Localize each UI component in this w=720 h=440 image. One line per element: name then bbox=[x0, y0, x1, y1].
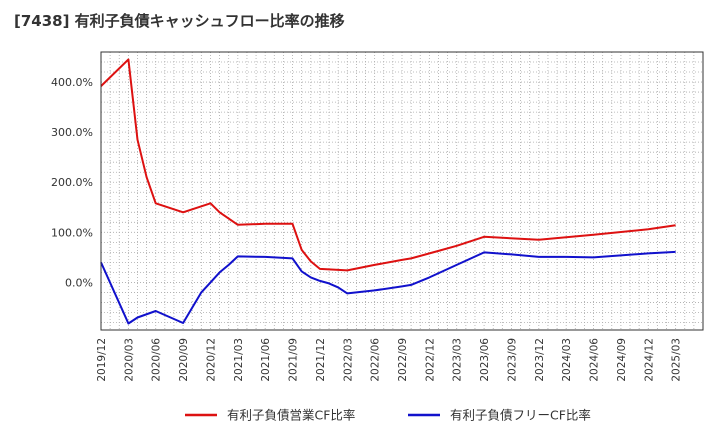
plot-frame bbox=[100, 51, 704, 331]
x-axis-ticks: 2019/12 2020/03 2020/06 2020/09 2020/12 2021/… bbox=[96, 338, 683, 382]
x-tick-label: 2024/03 bbox=[561, 338, 573, 382]
data-point-1 bbox=[346, 269, 348, 271]
data-point-2 bbox=[337, 286, 339, 288]
data-point-2 bbox=[264, 256, 266, 258]
data-point-2 bbox=[565, 256, 567, 258]
data-point-1 bbox=[675, 224, 677, 226]
data-point-1 bbox=[647, 228, 649, 230]
data-point-1 bbox=[483, 236, 485, 238]
data-point-2 bbox=[410, 284, 412, 286]
data-point-1 bbox=[237, 224, 239, 226]
data-point-2 bbox=[155, 310, 157, 312]
data-point-1 bbox=[474, 239, 476, 241]
data-point-2 bbox=[182, 322, 184, 324]
data-point-2 bbox=[127, 322, 129, 324]
series-line-1 bbox=[100, 58, 676, 272]
data-point-1 bbox=[209, 202, 211, 204]
data-point-1 bbox=[219, 211, 221, 213]
data-point-2 bbox=[228, 264, 230, 266]
x-tick-label: 2023/03 bbox=[452, 338, 464, 382]
data-point-1 bbox=[155, 202, 157, 204]
data-point-1 bbox=[136, 139, 138, 141]
data-point-2 bbox=[219, 271, 221, 273]
x-tick-label: 2021/12 bbox=[315, 338, 327, 382]
x-tick-label: 2020/12 bbox=[205, 338, 217, 382]
data-point-2 bbox=[593, 256, 595, 258]
data-point-1 bbox=[593, 234, 595, 236]
data-point-2 bbox=[209, 281, 211, 283]
data-point-2 bbox=[620, 254, 622, 256]
x-tick-label: 2021/03 bbox=[233, 338, 245, 382]
data-point-2 bbox=[310, 276, 312, 278]
x-tick-label: 2025/03 bbox=[671, 338, 683, 382]
grid-layer bbox=[100, 51, 704, 330]
legend-label-2: 有利子負債フリーCF比率 bbox=[450, 408, 591, 423]
data-point-2 bbox=[675, 251, 677, 253]
data-point-1 bbox=[264, 223, 266, 225]
series-layer bbox=[100, 58, 677, 325]
data-point-1 bbox=[538, 239, 540, 241]
data-point-2 bbox=[200, 291, 202, 293]
data-point-2 bbox=[374, 289, 376, 291]
data-point-1 bbox=[401, 259, 403, 261]
data-point-2 bbox=[510, 253, 512, 255]
legend: 有利子負債営業CF比率 有利子負債フリーCF比率 bbox=[185, 408, 591, 423]
data-point-1 bbox=[182, 211, 184, 213]
x-tick-label: 2021/09 bbox=[288, 338, 300, 382]
y-tick-label: 400.0% bbox=[51, 76, 93, 89]
x-tick-label: 2020/09 bbox=[178, 338, 190, 382]
data-point-1 bbox=[428, 252, 430, 254]
y-tick-label: 300.0% bbox=[51, 126, 93, 139]
y-tick-label: 200.0% bbox=[51, 176, 93, 189]
x-tick-label: 2024/09 bbox=[616, 338, 628, 382]
chart-title: [7438] 有利子負債キャッシュフロー比率の推移 bbox=[14, 12, 345, 30]
data-point-1 bbox=[146, 176, 148, 178]
data-point-2 bbox=[538, 256, 540, 258]
x-tick-label: 2022/09 bbox=[397, 338, 409, 382]
x-tick-label: 2021/06 bbox=[260, 338, 272, 382]
data-point-2 bbox=[483, 251, 485, 253]
data-point-2 bbox=[319, 280, 321, 282]
data-point-2 bbox=[401, 285, 403, 287]
data-point-2 bbox=[346, 292, 348, 294]
y-tick-label: 0.0% bbox=[65, 276, 93, 289]
x-tick-label: 2019/12 bbox=[96, 338, 108, 382]
data-point-1 bbox=[437, 250, 439, 252]
x-tick-label: 2022/06 bbox=[370, 338, 382, 382]
data-point-1 bbox=[456, 245, 458, 247]
y-axis-ticks: 0.0% 100.0% 200.0% 300.0% 400.0% bbox=[51, 76, 93, 289]
x-tick-label: 2023/06 bbox=[479, 338, 491, 382]
x-tick-label: 2023/09 bbox=[506, 338, 518, 382]
data-point-1 bbox=[310, 260, 312, 262]
data-point-2 bbox=[292, 257, 294, 259]
x-tick-label: 2022/12 bbox=[424, 338, 436, 382]
data-point-2 bbox=[456, 264, 458, 266]
legend-label-1: 有利子負債営業CF比率 bbox=[227, 408, 355, 423]
x-tick-label: 2020/06 bbox=[151, 338, 163, 382]
data-point-2 bbox=[237, 255, 239, 257]
x-tick-label: 2022/03 bbox=[342, 338, 354, 382]
data-point-1 bbox=[374, 264, 376, 266]
data-point-1 bbox=[301, 249, 303, 251]
data-point-1 bbox=[127, 59, 129, 61]
x-tick-label: 2020/03 bbox=[123, 338, 135, 382]
data-point-2 bbox=[301, 270, 303, 272]
data-point-1 bbox=[319, 268, 321, 270]
x-tick-label: 2024/12 bbox=[643, 338, 655, 382]
data-point-1 bbox=[292, 223, 294, 225]
x-tick-label: 2024/06 bbox=[589, 338, 601, 382]
x-tick-label: 2023/12 bbox=[534, 338, 546, 382]
y-tick-label: 100.0% bbox=[51, 226, 93, 239]
data-point-2 bbox=[328, 282, 330, 284]
series-line-2 bbox=[100, 250, 676, 325]
data-point-1 bbox=[410, 257, 412, 259]
data-point-2 bbox=[136, 316, 138, 318]
data-point-2 bbox=[647, 252, 649, 254]
data-point-2 bbox=[428, 276, 430, 278]
